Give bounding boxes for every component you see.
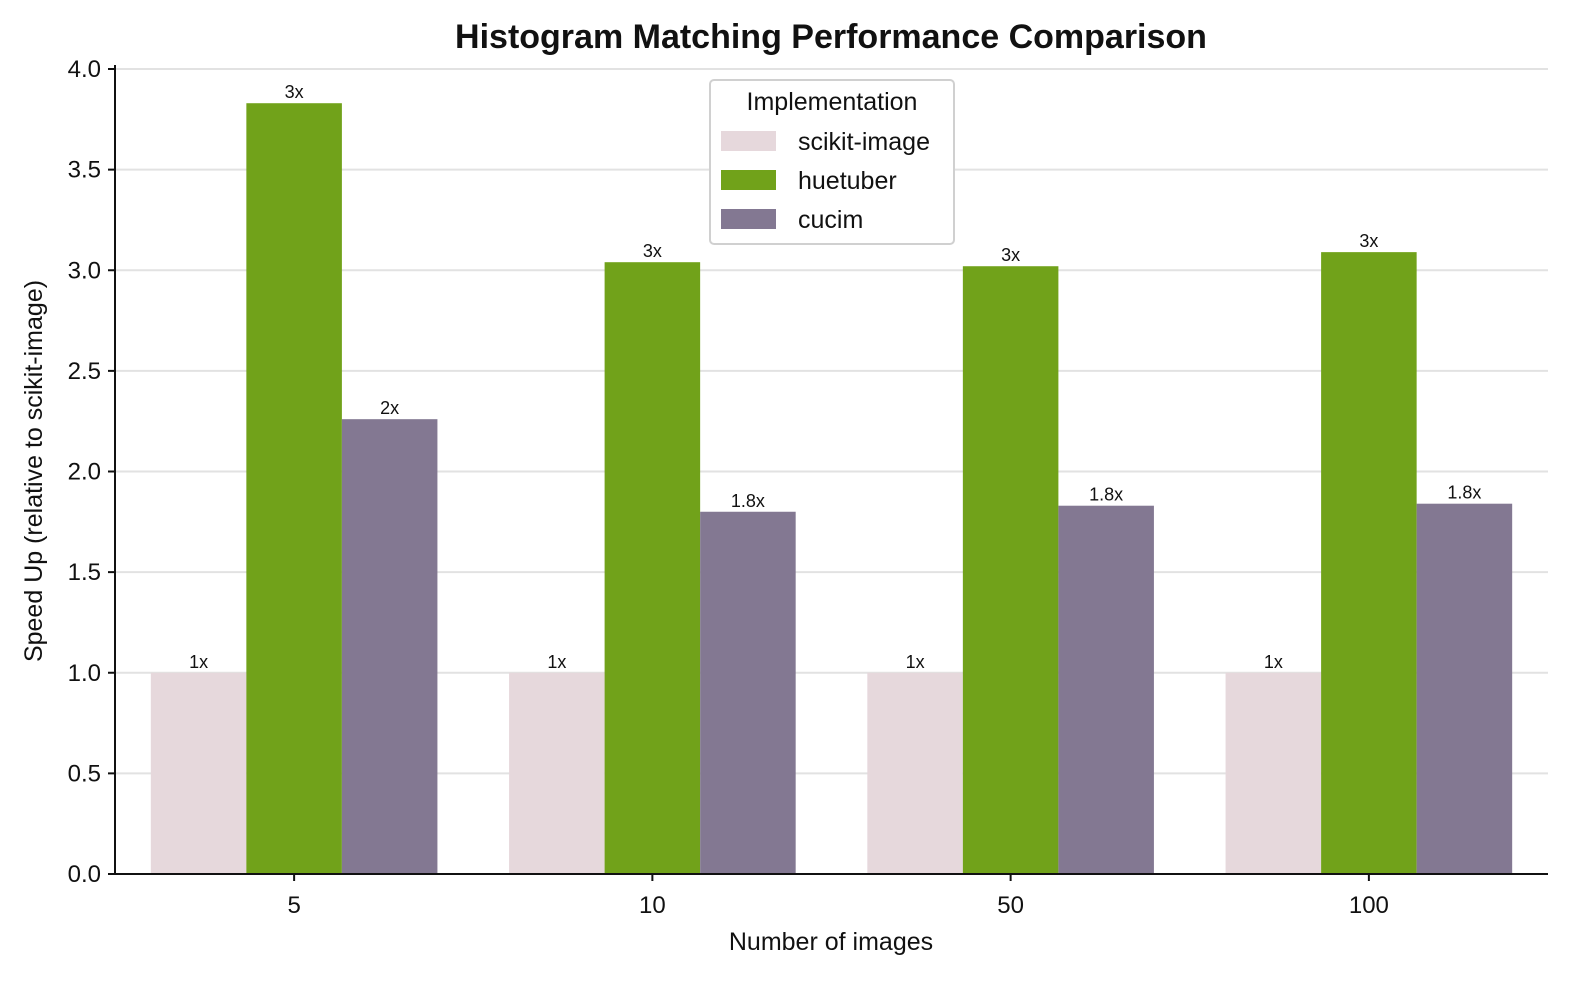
legend-swatch-huetuber <box>721 170 776 190</box>
bar-scikit-image-100 <box>1225 672 1322 874</box>
legend-frame <box>709 79 955 245</box>
y-tick-label: 3.0 <box>68 257 101 284</box>
bar-scikit-image-50 <box>867 672 963 874</box>
bar-value-label: 3x <box>285 82 304 102</box>
bar-labels: 1x 3x 2x 1x 3x 1.8x 1x 3x 1.8x 1x 3x 1.8x <box>189 82 1481 672</box>
bar-value-label: 1.8x <box>1447 483 1481 503</box>
x-tick-label: 50 <box>997 892 1024 919</box>
bar-huetuber-10 <box>604 262 701 874</box>
legend-label-scikit-image: scikit-image <box>798 128 930 156</box>
x-tick-label: 10 <box>639 892 666 919</box>
y-tick-label: 1.0 <box>68 660 101 687</box>
bar-cucim-50 <box>1058 505 1154 874</box>
y-tick-label: 1.5 <box>68 559 101 586</box>
bar-cucim-5 <box>341 419 438 874</box>
bar-huetuber-100 <box>1321 252 1417 874</box>
bar-huetuber-50 <box>962 266 1059 875</box>
x-tick-label: 5 <box>287 892 300 919</box>
y-tick-label: 0.0 <box>68 861 101 888</box>
bar-value-label: 1.8x <box>1089 485 1123 505</box>
chart-title: Histogram Matching Performance Compariso… <box>455 18 1207 56</box>
x-axis-label: Number of images <box>729 928 933 956</box>
tick-labels: 0.0 0.5 1.0 1.5 2.0 2.5 3.0 3.5 4.0 5 10 50 100 <box>68 56 1389 919</box>
legend-swatch-scikit-image <box>721 131 776 151</box>
bar-scikit-image-10 <box>509 672 605 874</box>
bar-value-label: 1x <box>906 652 925 672</box>
bar-scikit-image-5 <box>150 672 247 874</box>
legend-label-huetuber: huetuber <box>798 167 897 195</box>
legend: Implementation scikit-image huetuber cucim <box>709 79 955 245</box>
bar-value-label: 2x <box>380 398 399 418</box>
y-tick-label: 3.5 <box>68 157 101 184</box>
legend-label-cucim: cucim <box>798 206 863 234</box>
bar-value-label: 3x <box>1359 231 1378 251</box>
axes <box>108 65 1548 881</box>
bars <box>150 103 1513 875</box>
bar-value-label: 3x <box>643 241 662 261</box>
bar-value-label: 3x <box>1001 245 1020 265</box>
bar-cucim-100 <box>1416 503 1513 874</box>
bar-value-label: 1x <box>189 652 208 672</box>
legend-title: Implementation <box>747 88 918 116</box>
y-tick-label: 4.0 <box>68 56 101 83</box>
y-tick-label: 0.5 <box>68 760 101 787</box>
bar-value-label: 1x <box>547 652 566 672</box>
bar-cucim-10 <box>700 511 796 874</box>
x-tick-label: 100 <box>1349 892 1389 919</box>
bar-value-label: 1.8x <box>731 491 765 511</box>
bar-value-label: 1x <box>1264 652 1283 672</box>
legend-swatch-cucim <box>721 209 776 229</box>
y-tick-label: 2.0 <box>68 459 101 486</box>
bar-huetuber-5 <box>246 103 342 874</box>
y-axis-label: Speed Up (relative to scikit-image) <box>20 280 48 662</box>
y-tick-label: 2.5 <box>68 358 101 385</box>
